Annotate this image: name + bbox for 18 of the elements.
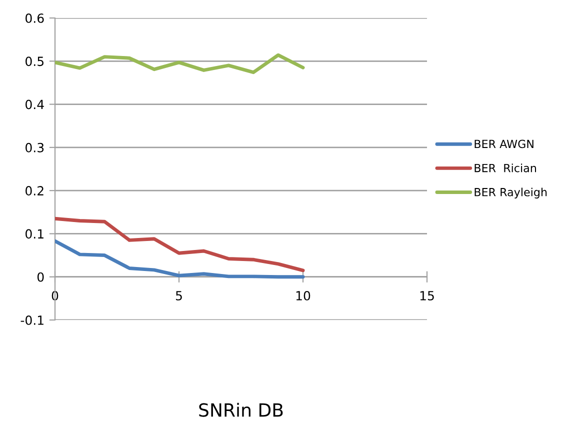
y-tick-label: 0.5 — [26, 56, 44, 66]
x-tick-label: 5 — [176, 291, 182, 300]
legend-label: BER Rayleigh — [474, 188, 547, 198]
legend-label: BER AWGN — [474, 140, 534, 148]
y-tick-label: 0.3 — [26, 142, 44, 152]
y-tick-label: 0.2 — [26, 186, 44, 196]
y-tick-label: 0.1 — [26, 229, 44, 239]
y-tick-label: 0.4 — [26, 100, 44, 110]
x-axis-title: SNRin DB — [199, 402, 283, 417]
x-tick-label: 10 — [296, 290, 310, 300]
line-series — [55, 216, 305, 272]
line-series — [55, 53, 305, 74]
line-series — [55, 239, 305, 279]
y-tick-label: 0 — [37, 272, 44, 282]
legend-label: BER Rician — [474, 164, 536, 172]
y-tick-label: 0.6 — [26, 13, 44, 23]
x-tick-label: 15 — [420, 291, 434, 300]
y-tick-label: -0.1 — [20, 315, 44, 325]
